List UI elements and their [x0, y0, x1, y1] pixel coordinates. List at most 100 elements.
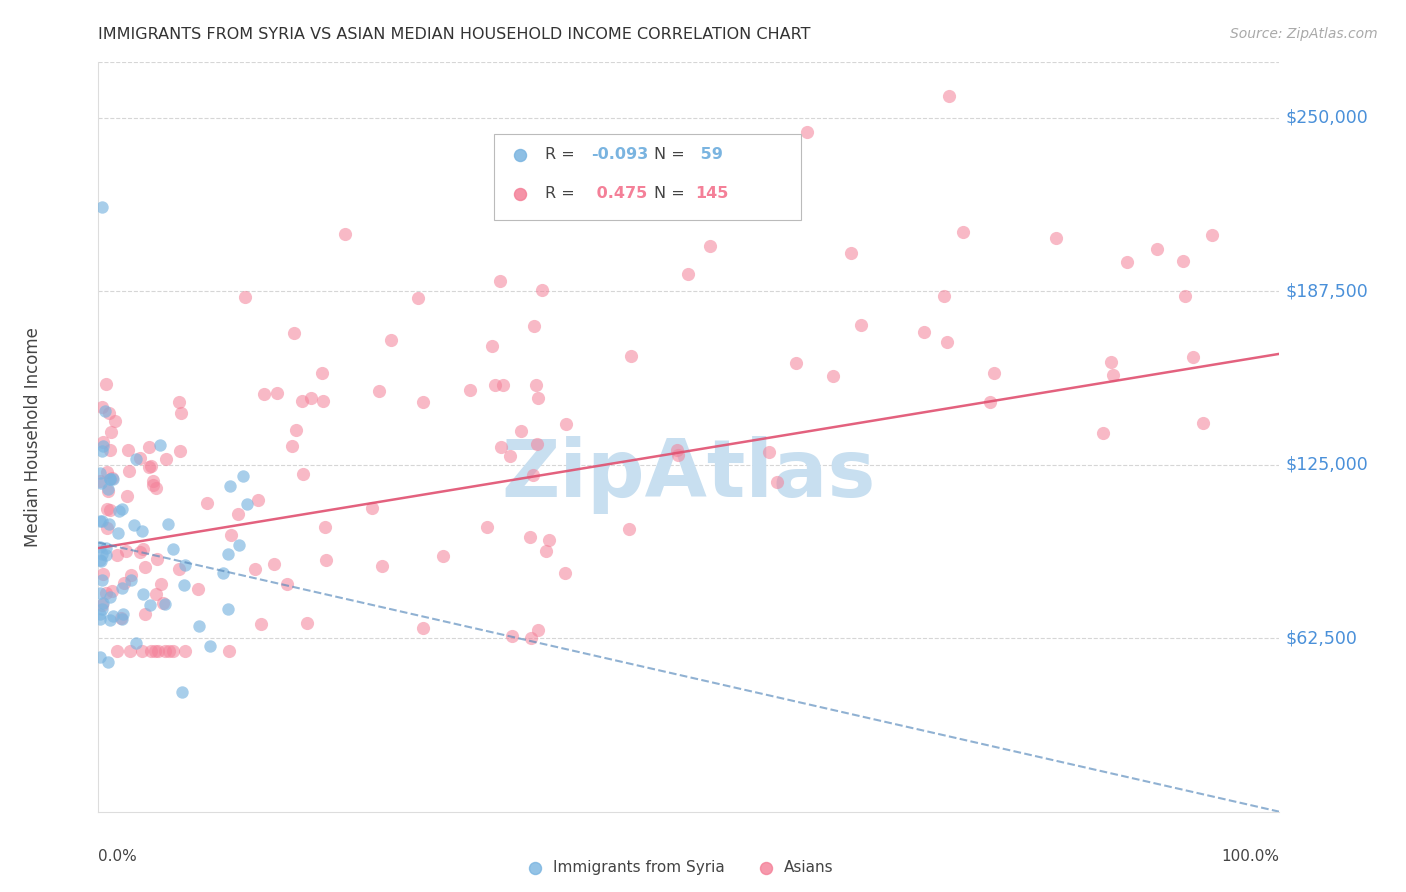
Point	[96, 465, 118, 479]
Point	[90, 602, 112, 616]
Point	[173, 578, 195, 592]
Point	[111, 611, 134, 625]
Point	[849, 318, 872, 333]
Point	[751, 174, 773, 188]
Point	[522, 468, 544, 483]
Point	[839, 245, 862, 260]
Point	[110, 611, 132, 625]
Text: Median Household Income: Median Household Income	[24, 327, 42, 547]
Point	[94, 548, 117, 562]
Point	[1091, 426, 1114, 441]
Point	[145, 587, 167, 601]
Point	[475, 520, 498, 534]
Point	[138, 440, 160, 454]
Point	[128, 450, 150, 465]
Point	[170, 407, 193, 421]
Point	[315, 553, 337, 567]
Point	[217, 601, 239, 615]
Point	[153, 598, 176, 612]
Point	[1174, 289, 1197, 303]
Point	[96, 521, 118, 535]
Point	[120, 573, 142, 587]
Point	[253, 387, 276, 401]
Text: $187,500: $187,500	[1285, 283, 1368, 301]
Point	[91, 435, 114, 450]
Point	[115, 489, 138, 503]
Point	[912, 326, 935, 340]
Point	[187, 582, 209, 596]
Point	[1201, 227, 1223, 242]
Point	[141, 474, 163, 488]
Text: R =: R =	[546, 147, 579, 162]
Point	[368, 384, 391, 398]
Point	[152, 596, 174, 610]
Text: Immigrants from Syria: Immigrants from Syria	[553, 861, 725, 875]
Point	[141, 459, 163, 474]
Point	[758, 445, 780, 459]
Text: N =: N =	[654, 147, 689, 162]
Point	[280, 439, 302, 453]
Text: ZipAtlas: ZipAtlas	[502, 435, 876, 514]
Point	[104, 414, 127, 428]
Point	[90, 514, 112, 528]
Point	[97, 516, 120, 531]
Point	[98, 472, 121, 486]
Point	[101, 472, 124, 486]
Point	[526, 392, 548, 406]
Point	[519, 531, 541, 545]
Point	[699, 239, 721, 253]
Point	[371, 558, 394, 573]
Point	[236, 498, 259, 512]
Point	[98, 590, 121, 604]
Text: 145: 145	[695, 186, 728, 201]
Text: 59: 59	[695, 147, 723, 162]
Text: R =: R =	[546, 186, 579, 201]
Point	[111, 502, 134, 516]
Point	[105, 644, 128, 658]
Point	[141, 644, 163, 658]
Point	[132, 586, 155, 600]
Point	[139, 598, 162, 612]
Point	[1191, 416, 1213, 430]
Point	[100, 425, 122, 439]
Point	[211, 566, 233, 581]
Point	[530, 284, 553, 298]
Point	[90, 476, 112, 491]
Point	[509, 805, 531, 819]
Point	[766, 475, 789, 489]
Point	[509, 424, 531, 438]
Point	[89, 466, 111, 480]
Point	[406, 291, 429, 305]
Point	[1099, 354, 1122, 368]
Point	[100, 473, 122, 487]
Point	[276, 577, 298, 591]
Point	[118, 644, 141, 658]
Point	[217, 547, 239, 561]
Point	[266, 385, 288, 400]
Point	[96, 586, 118, 600]
Point	[218, 644, 240, 658]
Point	[509, 805, 531, 819]
Point	[932, 289, 955, 303]
Point	[501, 629, 523, 643]
Point	[489, 274, 512, 288]
Point	[98, 442, 121, 457]
Point	[526, 437, 548, 451]
Point	[311, 366, 333, 380]
Point	[219, 479, 242, 493]
Point	[93, 596, 115, 610]
Point	[195, 496, 218, 510]
Point	[157, 517, 180, 532]
Point	[94, 376, 117, 391]
Point	[97, 482, 120, 496]
Point	[89, 540, 111, 554]
Point	[226, 507, 249, 521]
Point	[983, 366, 1005, 380]
Point	[361, 501, 384, 516]
Point	[936, 335, 959, 350]
Point	[89, 514, 111, 528]
Point	[112, 607, 135, 621]
Point	[620, 349, 643, 363]
Point	[284, 423, 307, 437]
Point	[91, 200, 114, 214]
